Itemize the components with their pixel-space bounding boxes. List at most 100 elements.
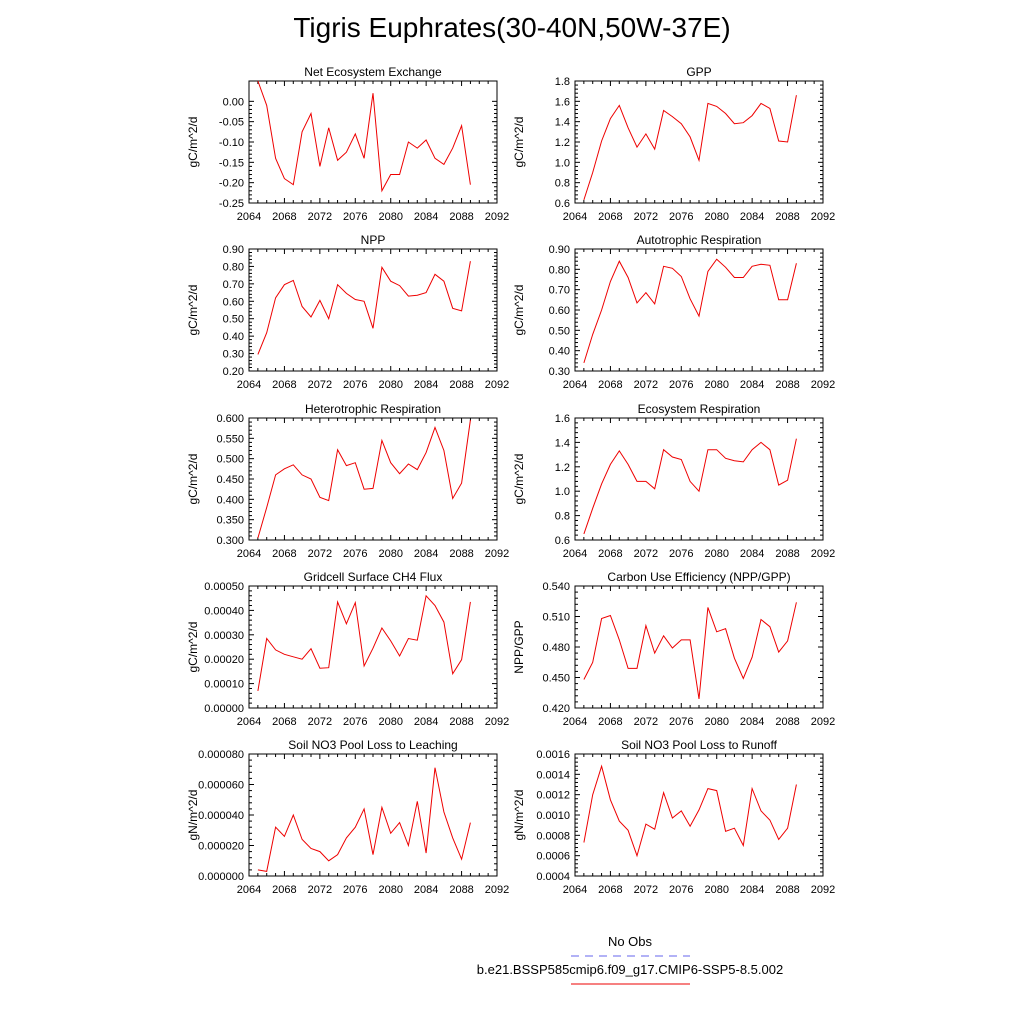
y-tick-label: 0.0010 [536, 810, 570, 822]
panel-title: Autotrophic Respiration [637, 233, 762, 247]
y-tick-label: 1.4 [555, 117, 570, 129]
y-tick-label: 0.500 [216, 454, 244, 466]
x-tick-label: 2088 [449, 716, 473, 728]
x-tick-label: 2072 [634, 379, 658, 391]
x-tick-label: 2092 [485, 211, 509, 223]
y-tick-label: 0.600 [216, 413, 244, 425]
y-tick-label: 0.0004 [536, 871, 570, 883]
x-tick-label: 2072 [634, 211, 658, 223]
x-tick-label: 2068 [598, 884, 622, 896]
x-tick-label: 2084 [414, 379, 438, 391]
x-tick-label: 2076 [343, 884, 367, 896]
x-tick-label: 2080 [704, 716, 728, 728]
x-tick-label: 2072 [308, 716, 332, 728]
y-tick-label: 0.30 [223, 349, 244, 361]
x-tick-label: 2076 [669, 379, 693, 391]
y-tick-label: 0.510 [542, 612, 570, 624]
y-tick-label: 0.20 [223, 366, 244, 378]
y-tick-label: 0.50 [549, 325, 570, 337]
x-tick-label: 2064 [563, 548, 587, 560]
panel-7: Gridcell Surface CH4 Flux gC/m^2/d 2064 206… [186, 570, 509, 728]
x-tick-label: 2080 [704, 211, 728, 223]
x-tick-label: 2092 [485, 548, 509, 560]
y-tick-label: 0.0008 [536, 830, 570, 842]
y-tick-label: 0.90 [223, 244, 244, 256]
y-tick-label: 0.000020 [198, 841, 244, 853]
y-tick-label: 0.300 [216, 535, 244, 547]
panel-title: GPP [686, 65, 711, 79]
x-tick-label: 2064 [237, 548, 261, 560]
y-tick-label: 0.000000 [198, 871, 244, 883]
series-line [257, 419, 471, 539]
y-tick-label: 1.6 [555, 413, 570, 425]
x-tick-label: 2084 [414, 548, 438, 560]
panel-5: Heterotrophic Respiration gC/m^2/d 2064 206… [186, 402, 509, 560]
panel-1: Net Ecosystem Exchange gC/m^2/d 2064 2068 20… [186, 65, 509, 223]
series-line [583, 95, 797, 201]
y-tick-label: 0.550 [216, 433, 244, 445]
y-tick-label: 0.8 [555, 511, 570, 523]
x-tick-label: 2092 [811, 379, 835, 391]
series-line [583, 764, 797, 858]
y-axis-label: gC/m^2/d [512, 454, 526, 505]
panel-title: Net Ecosystem Exchange [304, 65, 442, 79]
y-axis-label: gC/m^2/d [186, 285, 200, 336]
y-tick-label: -0.25 [219, 198, 244, 210]
x-tick-label: 2088 [775, 379, 799, 391]
y-tick-label: 1.4 [555, 437, 570, 449]
x-tick-label: 2064 [237, 884, 261, 896]
panel-title: Ecosystem Respiration [638, 402, 761, 416]
y-tick-label: 0.00050 [204, 581, 244, 593]
y-tick-label: 0.400 [216, 494, 244, 506]
x-tick-label: 2088 [449, 884, 473, 896]
x-tick-label: 2076 [669, 211, 693, 223]
y-tick-label: 0.6 [555, 535, 570, 547]
x-tick-label: 2068 [598, 716, 622, 728]
y-tick-label: 0.450 [542, 673, 570, 685]
x-tick-label: 2064 [563, 884, 587, 896]
y-tick-label: 0.00 [223, 96, 244, 108]
y-tick-label: 0.480 [542, 642, 570, 654]
panel-frame [248, 417, 498, 541]
x-tick-label: 2076 [343, 716, 367, 728]
legend-obs-line [571, 955, 690, 957]
x-tick-label: 2092 [811, 884, 835, 896]
x-tick-label: 2068 [272, 884, 296, 896]
panel-title: Carbon Use Efficiency (NPP/GPP) [607, 570, 790, 584]
y-tick-label: 0.420 [542, 703, 570, 715]
x-tick-label: 2084 [740, 716, 764, 728]
x-tick-label: 2072 [308, 884, 332, 896]
series-line [583, 258, 797, 364]
x-tick-label: 2068 [272, 211, 296, 223]
x-tick-label: 2072 [634, 716, 658, 728]
x-tick-label: 2088 [449, 548, 473, 560]
x-tick-label: 2092 [485, 716, 509, 728]
panel-title: NPP [361, 233, 386, 247]
x-tick-label: 2064 [237, 211, 261, 223]
y-tick-label: 0.70 [549, 285, 570, 297]
y-axis-label: gC/m^2/d [512, 285, 526, 336]
y-tick-label: 0.00010 [204, 679, 244, 691]
x-tick-label: 2080 [378, 884, 402, 896]
panel-8: Carbon Use Efficiency (NPP/GPP) NPP/GPP 20… [512, 570, 835, 728]
x-tick-label: 2072 [308, 211, 332, 223]
panel-frame [574, 248, 824, 372]
x-tick-label: 2080 [378, 716, 402, 728]
x-tick-label: 2064 [237, 716, 261, 728]
panel-title: Gridcell Surface CH4 Flux [304, 570, 443, 584]
y-axis-label: gC/m^2/d [186, 117, 200, 168]
y-tick-label: 0.0014 [536, 769, 570, 781]
x-tick-label: 2080 [704, 548, 728, 560]
y-tick-label: 0.00030 [204, 630, 244, 642]
x-tick-label: 2092 [485, 379, 509, 391]
panel-4: Autotrophic Respiration gC/m^2/d 2064 2068 2… [512, 233, 835, 391]
x-tick-label: 2084 [740, 211, 764, 223]
y-tick-label: -0.15 [219, 157, 244, 169]
y-tick-label: 0.0012 [536, 790, 570, 802]
y-tick-label: 1.0 [555, 486, 570, 498]
y-tick-label: 0.000080 [198, 749, 244, 761]
y-tick-label: 0.60 [223, 296, 244, 308]
y-tick-label: 0.0006 [536, 851, 570, 863]
x-tick-label: 2068 [272, 716, 296, 728]
series-line [257, 767, 471, 872]
